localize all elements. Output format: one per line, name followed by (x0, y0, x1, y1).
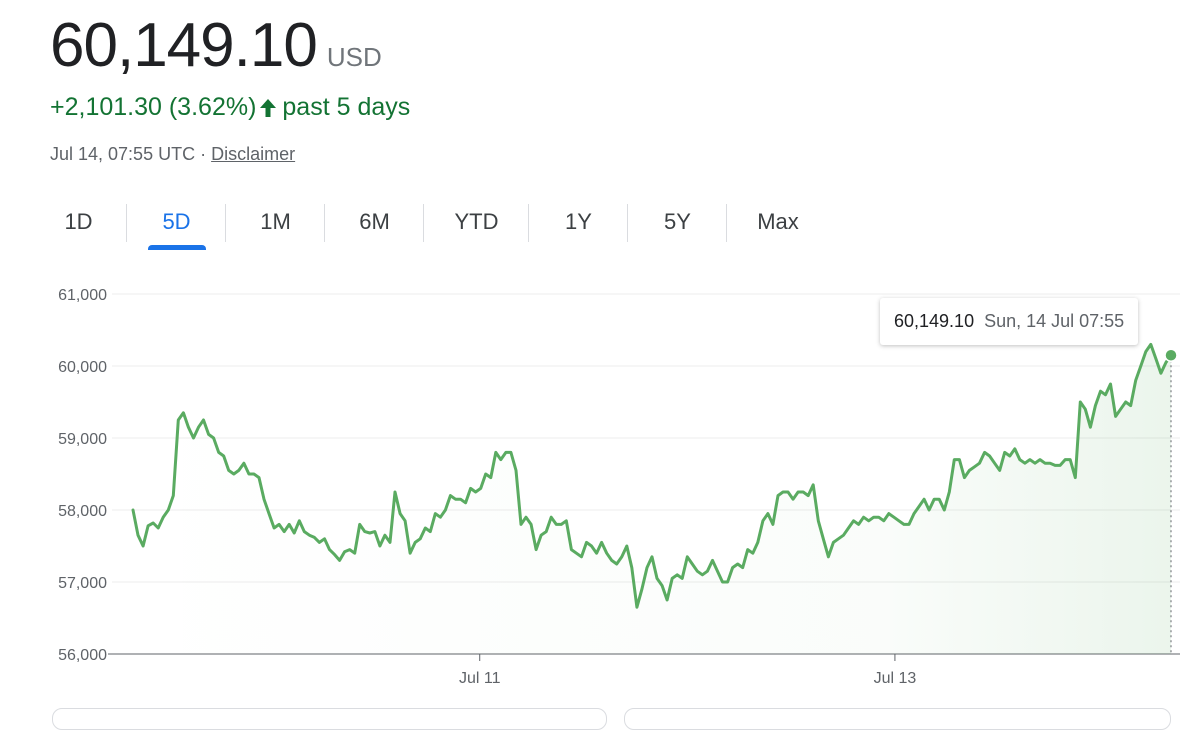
current-price: 60,149.10 (50, 11, 318, 80)
change-row: +2,101.30 (3.62%) past 5 days (50, 93, 410, 122)
tooltip-date: Sun, 14 Jul 07:55 (984, 311, 1125, 331)
price-change: +2,101.30 (3.62%) (50, 93, 257, 121)
y-tick-label: 59,000 (58, 431, 107, 448)
arrow-up-icon (258, 97, 278, 119)
currency-label: USD (326, 42, 382, 72)
bottom-card-left (52, 708, 607, 730)
tab-label: 1Y (565, 209, 592, 234)
series-line (131, 342, 1173, 609)
y-tick-label: 58,000 (58, 503, 107, 520)
tab-label: YTD (454, 209, 499, 234)
tab-5y[interactable]: 5Y (628, 200, 727, 244)
y-tick-label: 57,000 (58, 575, 107, 592)
tab-ytd[interactable]: YTD (424, 200, 529, 244)
tab-label: 6M (359, 209, 390, 234)
timestamp: Jul 14, 07:55 UTC (50, 144, 196, 164)
tab-max[interactable]: Max (727, 200, 829, 244)
range-tabs: 1D 5D 1M 6M YTD 1Y 5Y Max (30, 200, 829, 252)
y-tick-label: 56,000 (58, 647, 107, 664)
tab-6m[interactable]: 6M (325, 200, 424, 244)
tab-label: 5Y (664, 209, 691, 234)
tab-1y[interactable]: 1Y (529, 200, 628, 244)
disclaimer-link[interactable]: Disclaimer (211, 144, 296, 164)
meta-separator: · (200, 144, 207, 164)
change-period: past 5 days (282, 93, 411, 121)
hover-point (1164, 348, 1178, 363)
y-tick-label: 61,000 (58, 287, 107, 304)
series-area (133, 344, 1171, 654)
tooltip-value: 60,149.10 (894, 311, 975, 331)
y-tick-label: 60,000 (58, 359, 107, 376)
hover-tooltip: 60,149.10 Sun, 14 Jul 07:55 (880, 298, 1139, 345)
chart-svg: 56,000 57,000 58,000 59,000 60,000 61,000 Jul … (58, 287, 1180, 687)
x-tick-label: Jul 13 (874, 670, 917, 687)
tab-label: 1M (260, 209, 291, 234)
price-row: 60,149.10 USD (50, 10, 410, 81)
quote-header: 60,149.10 USD +2,101.30 (3.62%) past 5 d… (50, 10, 410, 165)
tab-label: Max (757, 209, 799, 234)
x-tick-label: Jul 11 (459, 670, 501, 687)
tab-label: 1D (64, 209, 93, 234)
tab-1m[interactable]: 1M (226, 200, 325, 244)
bottom-card-right (624, 708, 1171, 730)
meta-row: Jul 14, 07:55 UTC · Disclaimer (50, 144, 410, 165)
tab-label: 5D (162, 209, 191, 234)
tab-1d[interactable]: 1D (30, 200, 127, 244)
price-chart[interactable]: 56,000 57,000 58,000 59,000 60,000 61,000 Jul … (0, 270, 1200, 713)
active-tab-indicator (147, 245, 206, 250)
tab-5d[interactable]: 5D (127, 200, 226, 250)
